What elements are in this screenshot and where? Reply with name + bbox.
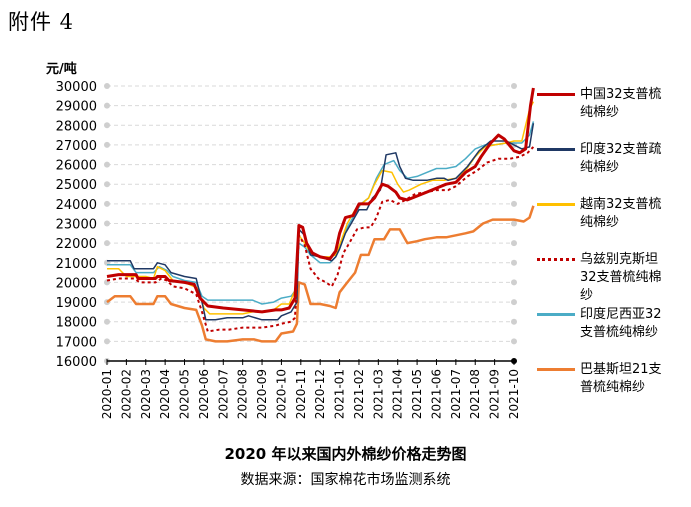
x-tick-label: 2020-10 xyxy=(274,369,288,419)
y-grid-marker-left xyxy=(104,181,110,188)
y-tick-label: 26000 xyxy=(56,159,97,174)
x-tick-label: 2020-05 xyxy=(178,369,192,419)
data-source-note: 数据来源：国家棉花市场监测系统 xyxy=(240,472,451,488)
y-grid-marker-right xyxy=(511,161,517,168)
x-tick-label: 2020-01 xyxy=(100,369,114,419)
y-grid-marker-left xyxy=(104,102,110,109)
y-grid-marker-right xyxy=(511,200,517,207)
x-tick-label: 2021-05 xyxy=(410,369,424,419)
x-tick-label: 2021-03 xyxy=(371,369,385,419)
legend-item-0: 中国32支普梳纯棉纱 xyxy=(537,86,687,141)
y-tick-label: 23000 xyxy=(56,218,97,233)
price-trend-chart: 元/吨 16000 17000 18000 19000 20000 21000 22000 2… xyxy=(46,61,535,419)
gridlines xyxy=(104,83,517,364)
y-grid-marker-right xyxy=(511,220,517,227)
legend-swatch xyxy=(537,93,575,96)
y-tick-label: 28000 xyxy=(56,119,97,134)
legend-label: 印度32支普疏纯棉纱 xyxy=(580,142,662,175)
x-tick-label: 2020-12 xyxy=(313,369,327,419)
axis-ticks: 16000 17000 18000 19000 20000 21000 22000 23000… xyxy=(56,80,521,419)
y-tick-label: 16000 xyxy=(56,355,97,370)
legend-label: 巴基斯坦21支普梳纯棉纱 xyxy=(580,362,662,395)
legend-label: 乌兹别克斯坦32支普梳纯棉纱 xyxy=(580,252,662,303)
series-line-4 xyxy=(107,121,535,305)
legend-swatch xyxy=(537,148,575,151)
x-tick-label: 2021-10 xyxy=(507,369,521,419)
x-tick-label: 2021-01 xyxy=(333,369,347,419)
x-tick-label: 2020-04 xyxy=(158,369,172,419)
x-tick-label: 2020-03 xyxy=(139,369,153,419)
y-tick-label: 29000 xyxy=(56,100,97,115)
y-grid-marker-right xyxy=(511,122,517,129)
y-axis-unit-label: 元/吨 xyxy=(46,61,77,77)
series-line-3 xyxy=(106,146,535,333)
y-grid-marker-right xyxy=(511,102,517,109)
y-grid-marker-left xyxy=(104,240,110,247)
chart-caption-title: 2020 年以来国内外棉纱价格走势图 xyxy=(224,445,467,463)
series-line-5 xyxy=(106,205,535,343)
legend-swatch xyxy=(537,203,575,206)
series-line-1 xyxy=(107,123,535,321)
y-tick-label: 22000 xyxy=(56,237,97,252)
legend-item-5: 巴基斯坦21支普梳纯棉纱 xyxy=(537,361,687,416)
x-tick-label: 2020-02 xyxy=(119,369,133,419)
y-grid-marker-right xyxy=(511,83,517,89)
y-tick-label: 24000 xyxy=(56,198,97,213)
y-tick-label: 30000 xyxy=(56,80,97,95)
y-tick-label: 19000 xyxy=(56,296,97,311)
x-tick-label: 2020-09 xyxy=(255,369,269,419)
legend-item-4: 印度尼西亚32支普梳纯棉纱 xyxy=(537,306,687,361)
series-line-0 xyxy=(106,87,535,314)
y-grid-marker-left xyxy=(104,200,110,207)
y-grid-marker-left xyxy=(104,220,110,227)
legend-swatch xyxy=(537,368,575,371)
legend-label: 中国32支普梳纯棉纱 xyxy=(580,87,662,120)
y-grid-marker-right xyxy=(511,318,517,325)
y-tick-label: 21000 xyxy=(56,257,97,272)
y-tick-label: 20000 xyxy=(56,276,97,291)
legend-label: 越南32支普梳纯棉纱 xyxy=(580,197,662,230)
legend-swatch xyxy=(537,313,575,316)
x-tick-label: 2021-04 xyxy=(391,369,405,419)
chart-legend: 中国32支普梳纯棉纱 印度32支普疏纯棉纱 越南32支普梳纯棉纱乌兹别克斯坦32支普… xyxy=(537,86,687,416)
attachment-label: 附件 4 xyxy=(8,10,75,34)
y-tick-label: 27000 xyxy=(56,139,97,154)
y-grid-marker-right xyxy=(511,299,517,306)
y-grid-marker-left xyxy=(104,141,110,148)
x-tick-label: 2020-08 xyxy=(236,369,250,419)
x-tick-label: 2020-11 xyxy=(294,369,308,419)
y-grid-marker-left xyxy=(104,161,110,168)
x-tick-label: 2021-08 xyxy=(468,369,482,419)
y-grid-marker-right xyxy=(511,259,517,266)
legend-label: 印度尼西亚32支普梳纯棉纱 xyxy=(580,307,662,340)
legend-item-3: 乌兹别克斯坦32支普梳纯棉纱 xyxy=(537,251,687,306)
y-grid-marker-right xyxy=(511,240,517,247)
y-grid-marker-right xyxy=(511,279,517,286)
legend-swatch xyxy=(537,258,575,261)
y-grid-marker-left xyxy=(104,122,110,129)
y-tick-label: 17000 xyxy=(56,335,97,350)
x-tick-label: 2021-02 xyxy=(352,369,366,419)
x-tick-label: 2020-07 xyxy=(216,369,230,419)
x-tick-label: 2021-07 xyxy=(449,369,463,419)
x-tick-label: 2021-09 xyxy=(488,369,502,419)
y-grid-marker-left xyxy=(104,338,110,345)
x-tick-label: 2021-06 xyxy=(429,369,443,419)
y-grid-marker-right xyxy=(511,181,517,188)
y-tick-label: 25000 xyxy=(56,178,97,193)
legend-item-2: 越南32支普梳纯棉纱 xyxy=(537,196,687,251)
y-grid-marker-left xyxy=(104,83,110,89)
legend-item-1: 印度32支普疏纯棉纱 xyxy=(537,141,687,196)
y-grid-marker-right xyxy=(511,338,517,345)
series-lines xyxy=(106,87,535,343)
y-grid-marker-left xyxy=(104,318,110,325)
x-tick-label: 2020-06 xyxy=(197,369,211,419)
y-tick-label: 18000 xyxy=(56,316,97,331)
